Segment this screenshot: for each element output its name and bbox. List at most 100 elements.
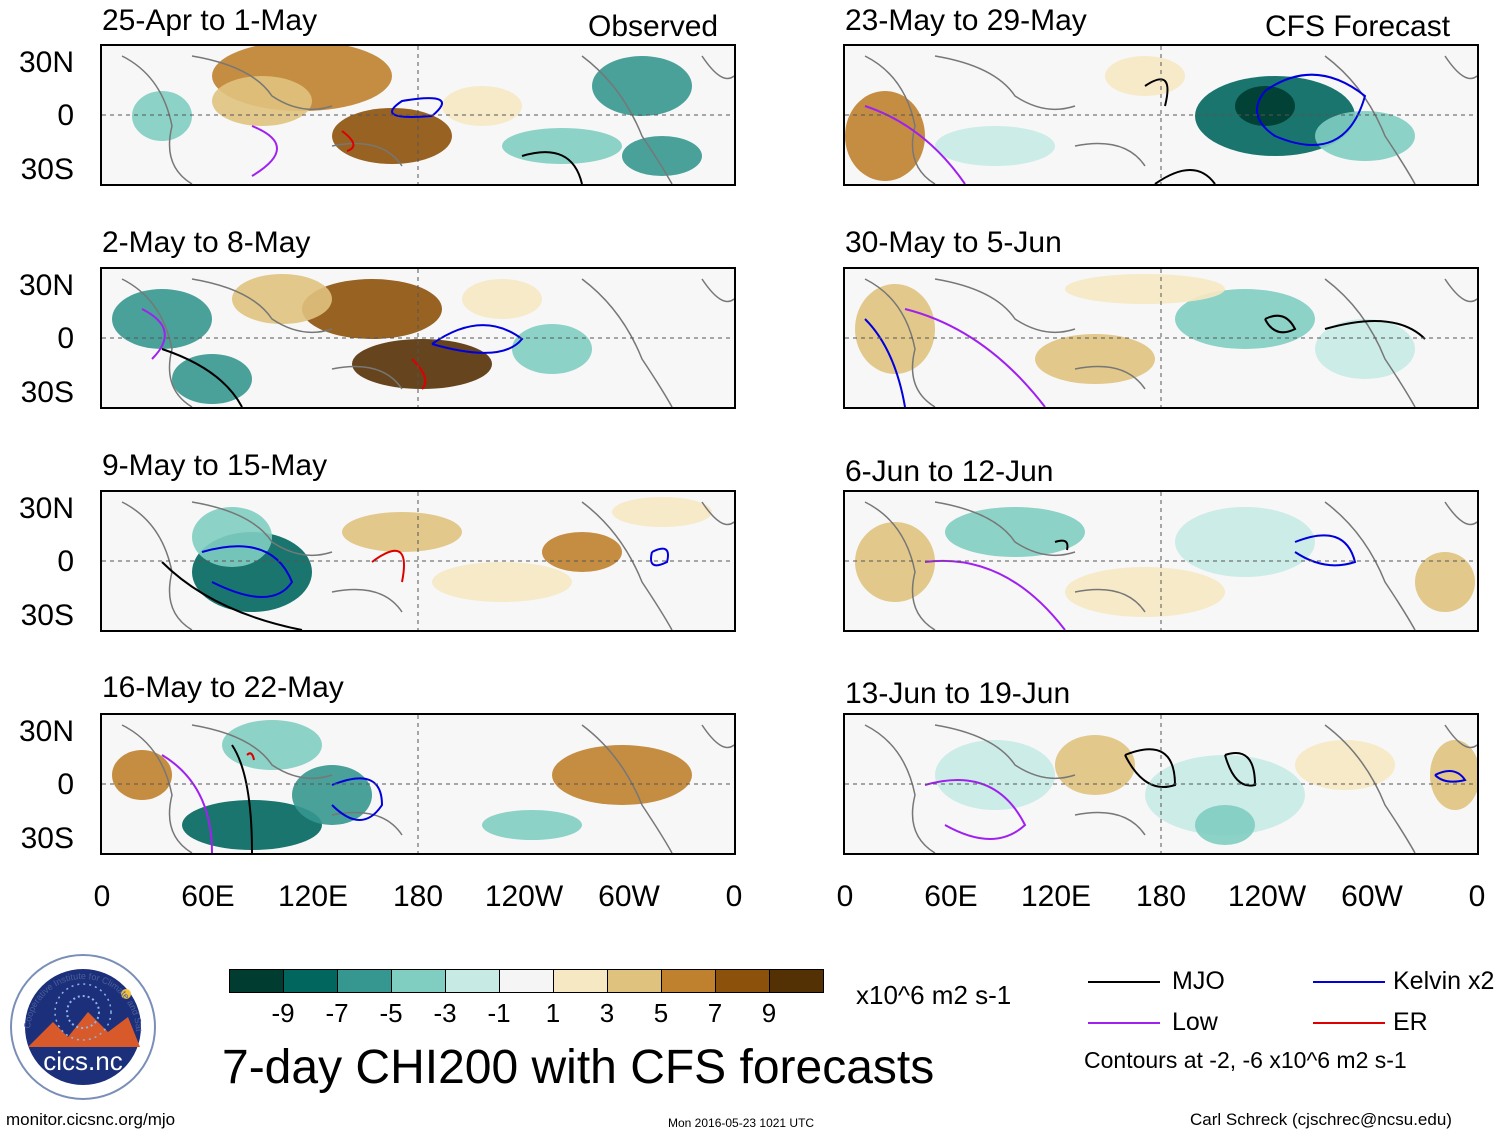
panel-title: 16-May to 22-May [102, 671, 344, 704]
anomaly-region [1315, 319, 1415, 379]
contour-line [161, 561, 303, 630]
colorbar-tick: 3 [599, 998, 615, 1028]
colorbar-units: x10^6 m2 s-1 [856, 980, 1012, 1010]
map-panel [843, 490, 1479, 632]
contour-line [161, 348, 243, 407]
map-panel [100, 267, 736, 409]
colorbar-swatch [337, 969, 392, 993]
contour-line [391, 97, 443, 118]
panel-title: 9-May to 15-May [102, 449, 328, 482]
contour-line [371, 549, 405, 583]
contour-line [1264, 314, 1297, 334]
map-panel [100, 713, 736, 855]
anomaly-region [612, 497, 712, 527]
lat-label: 30N [18, 46, 74, 79]
map-field [102, 46, 734, 184]
anomaly-region [1195, 805, 1255, 845]
map-field [102, 492, 734, 630]
colorbar-swatch [553, 969, 608, 993]
anomaly-region [432, 562, 572, 602]
lat-label: 30N [18, 492, 74, 525]
contour-line [331, 777, 384, 821]
timestamp: Mon 2016-05-23 1021 UTC [668, 1116, 815, 1130]
lon-label: 120W [1227, 880, 1307, 913]
lon-label: 120E [277, 880, 349, 913]
anomaly-region [552, 745, 692, 805]
anomaly-region [112, 750, 172, 800]
lon-label: 180 [392, 880, 444, 913]
anomaly-region [1055, 735, 1135, 795]
lat-label: 30S [20, 376, 74, 409]
footer-url: monitor.cicsnc.org/mjo [6, 1110, 176, 1129]
observed-label: Observed [588, 10, 719, 43]
colorbar-swatch [769, 969, 824, 993]
map-panel [843, 713, 1479, 855]
lon-label: 0 [836, 880, 854, 913]
lat-label: 30S [20, 153, 74, 186]
anomaly-region [502, 128, 622, 164]
lat-label: 0 [57, 322, 74, 355]
contour-line [924, 559, 1066, 630]
anomaly-region [132, 91, 192, 141]
lon-label: 60E [181, 880, 235, 913]
contour-note: Contours at -2, -6 x10^6 m2 s-1 [1084, 1047, 1407, 1073]
anomaly-region [222, 720, 322, 770]
lat-label: 0 [57, 768, 74, 801]
map-field [845, 269, 1477, 407]
lat-label: 0 [57, 545, 74, 578]
contour-line [1324, 320, 1426, 340]
contour-line [521, 151, 583, 184]
anomaly-region [855, 284, 935, 374]
logo-text: cics.nc [43, 1046, 122, 1076]
low-legend-line [1088, 1022, 1160, 1024]
contour-line [201, 545, 294, 598]
anomaly-region [592, 56, 692, 116]
anomaly-region [1145, 755, 1305, 835]
contour-line [231, 744, 253, 853]
lat-label: 30N [18, 269, 74, 302]
anomaly-region [622, 136, 702, 176]
anomaly-region [462, 279, 542, 319]
panel-title: 6-Jun to 12-Jun [845, 455, 1054, 488]
colorbar-swatch [283, 969, 338, 993]
contour-line [1294, 534, 1357, 567]
contour-line [924, 779, 1027, 840]
colorbar-tick: 7 [707, 998, 723, 1028]
anomaly-region [302, 279, 442, 339]
cics-logo: cics.nc Cooperative Institute for Climat… [8, 952, 156, 1100]
lon-label: 120E [1020, 880, 1092, 913]
anomaly-region [1235, 86, 1295, 126]
anomaly-region [332, 108, 452, 164]
lon-label: 0 [1468, 880, 1486, 913]
map-field [845, 46, 1477, 184]
panel-title: 2-May to 8-May [102, 226, 311, 259]
anomaly-region [542, 532, 622, 572]
contour-line [904, 308, 1046, 407]
mjo-legend-label: MJO [1172, 967, 1225, 995]
map-panel [843, 267, 1479, 409]
lat-label: 0 [57, 99, 74, 132]
anomaly-region [1415, 552, 1475, 612]
lat-label: 30S [20, 822, 74, 855]
colorbar-swatch [607, 969, 662, 993]
anomaly-region [292, 765, 372, 825]
anomaly-region [1065, 274, 1225, 304]
colorbar-swatch [445, 969, 500, 993]
contour-line [1124, 748, 1177, 788]
anomaly-region [192, 507, 272, 567]
lon-label: 0 [725, 880, 743, 913]
lon-label: 180 [1135, 880, 1187, 913]
anomaly-region [935, 740, 1055, 810]
contour-line [864, 105, 966, 184]
colorbar-tick: 1 [545, 998, 561, 1028]
colorbar-swatch [715, 969, 770, 993]
anomaly-region [232, 274, 332, 324]
coastline [864, 724, 1477, 853]
map-field [845, 715, 1477, 853]
anomaly-region [1175, 507, 1315, 577]
lat-label: 30S [20, 599, 74, 632]
anomaly-region [1430, 740, 1477, 810]
anomaly-region [1035, 334, 1155, 384]
contour-line [341, 130, 355, 152]
mjo-legend-line [1088, 981, 1160, 983]
